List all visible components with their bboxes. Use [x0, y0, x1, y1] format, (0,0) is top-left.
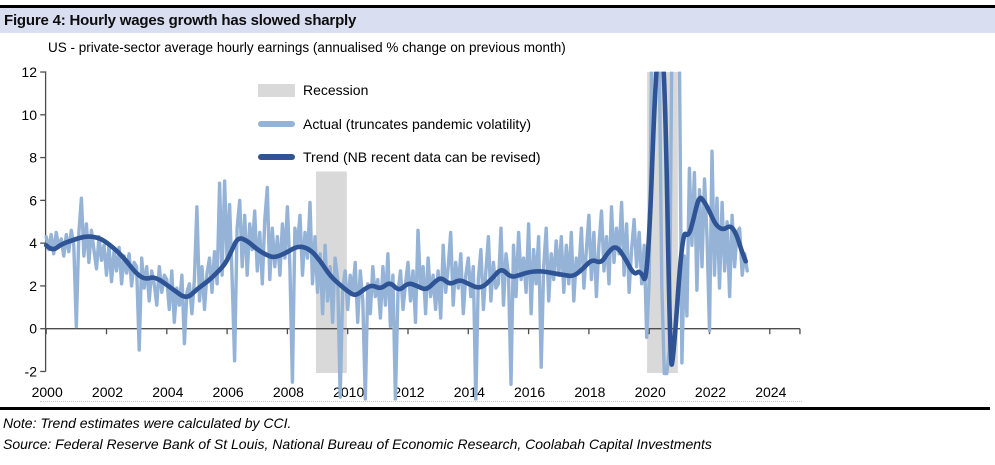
- x-axis-label: 2016: [514, 384, 545, 400]
- x-axis-label: 2000: [32, 384, 63, 400]
- y-axis-label: 8: [29, 150, 37, 166]
- legend-trend-label: Trend (NB recent data can be revised): [303, 149, 541, 165]
- source-text: Source: Federal Reserve Bank of St Louis…: [3, 436, 712, 452]
- top-border-line: [0, 5, 995, 8]
- legend-trend-swatch: [258, 154, 295, 160]
- y-axis-label: 12: [21, 64, 37, 80]
- x-axis-label: 2020: [635, 384, 666, 400]
- y-axis-label: 10: [21, 107, 37, 123]
- x-axis-label: 2022: [695, 384, 726, 400]
- legend-actual-label: Actual (truncates pandemic volatility): [303, 116, 531, 132]
- x-axis-label: 2004: [152, 384, 183, 400]
- figure-title: Figure 4: Hourly wages growth has slowed…: [4, 12, 357, 29]
- legend-actual-swatch: [258, 121, 295, 127]
- plot-bottom-dotted-line: [40, 401, 802, 402]
- wages-growth-chart: 12 10 8 6 4 2 0 -2 2000 2002 2004 2006 2008 2010 2012 2…: [21, 64, 801, 401]
- y-axis-label: 2: [29, 278, 37, 294]
- x-axis-label: 2024: [755, 384, 786, 400]
- y-axis-label: 6: [29, 192, 37, 208]
- legend-item-recession: Recession: [258, 82, 368, 98]
- x-axis-label: 2012: [393, 384, 424, 400]
- x-axis-label: 2014: [454, 384, 485, 400]
- x-axis-label: 2008: [273, 384, 304, 400]
- y-axis-label: 0: [29, 321, 37, 337]
- bottom-border-line: [0, 407, 990, 410]
- y-axis-label: -2: [25, 363, 38, 379]
- figure-title-bar: Figure 4: Hourly wages growth has slowed…: [0, 8, 995, 33]
- legend-item-actual: Actual (truncates pandemic volatility): [258, 116, 531, 132]
- x-axis-label: 2002: [92, 384, 123, 400]
- legend-recession-swatch: [258, 83, 295, 97]
- trend-line: [44, 71, 748, 367]
- y-axis-label: 4: [29, 235, 37, 251]
- note-text: Note: Trend estimates were calculated by…: [3, 415, 292, 431]
- x-axis-label: 2006: [213, 384, 244, 400]
- chart-legend: Recession Actual (truncates pandemic vola…: [258, 82, 618, 172]
- x-axis-label: 2018: [574, 384, 605, 400]
- x-axis-label: 2010: [333, 384, 364, 400]
- legend-item-trend: Trend (NB recent data can be revised): [258, 149, 541, 165]
- chart-subtitle: US - private-sector average hourly earni…: [48, 40, 566, 55]
- legend-recession-label: Recession: [303, 82, 369, 98]
